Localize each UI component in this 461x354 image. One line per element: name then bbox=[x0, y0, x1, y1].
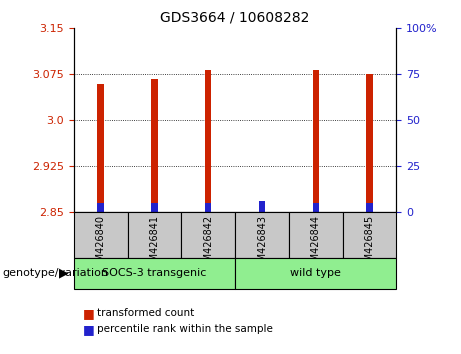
Bar bbox=[366, 74, 373, 212]
Bar bbox=[313, 202, 319, 212]
Bar bbox=[259, 201, 265, 212]
Text: GSM426843: GSM426843 bbox=[257, 215, 267, 274]
Text: ▶: ▶ bbox=[59, 267, 68, 280]
Text: genotype/variation: genotype/variation bbox=[2, 268, 108, 278]
Text: ■: ■ bbox=[83, 307, 95, 320]
Text: SOCS-3 transgenic: SOCS-3 transgenic bbox=[102, 268, 207, 279]
Bar bbox=[151, 79, 158, 212]
Bar bbox=[97, 84, 104, 212]
FancyBboxPatch shape bbox=[181, 212, 235, 258]
FancyBboxPatch shape bbox=[289, 212, 343, 258]
Bar bbox=[151, 202, 158, 212]
Text: percentile rank within the sample: percentile rank within the sample bbox=[97, 324, 273, 334]
FancyBboxPatch shape bbox=[74, 258, 235, 289]
Bar bbox=[366, 202, 373, 212]
Text: GSM426840: GSM426840 bbox=[95, 215, 106, 274]
Title: GDS3664 / 10608282: GDS3664 / 10608282 bbox=[160, 10, 310, 24]
Text: ■: ■ bbox=[83, 323, 95, 336]
FancyBboxPatch shape bbox=[235, 212, 289, 258]
Text: GSM426844: GSM426844 bbox=[311, 215, 321, 274]
Text: wild type: wild type bbox=[290, 268, 341, 279]
Text: GSM426842: GSM426842 bbox=[203, 215, 213, 274]
FancyBboxPatch shape bbox=[74, 212, 128, 258]
Bar bbox=[97, 202, 104, 212]
Bar bbox=[205, 70, 212, 212]
Text: transformed count: transformed count bbox=[97, 308, 194, 318]
Bar bbox=[205, 202, 212, 212]
Text: GSM426845: GSM426845 bbox=[365, 215, 375, 274]
Bar bbox=[259, 211, 265, 212]
FancyBboxPatch shape bbox=[128, 212, 181, 258]
FancyBboxPatch shape bbox=[235, 258, 396, 289]
FancyBboxPatch shape bbox=[343, 212, 396, 258]
Text: GSM426841: GSM426841 bbox=[149, 215, 160, 274]
Bar bbox=[313, 70, 319, 212]
